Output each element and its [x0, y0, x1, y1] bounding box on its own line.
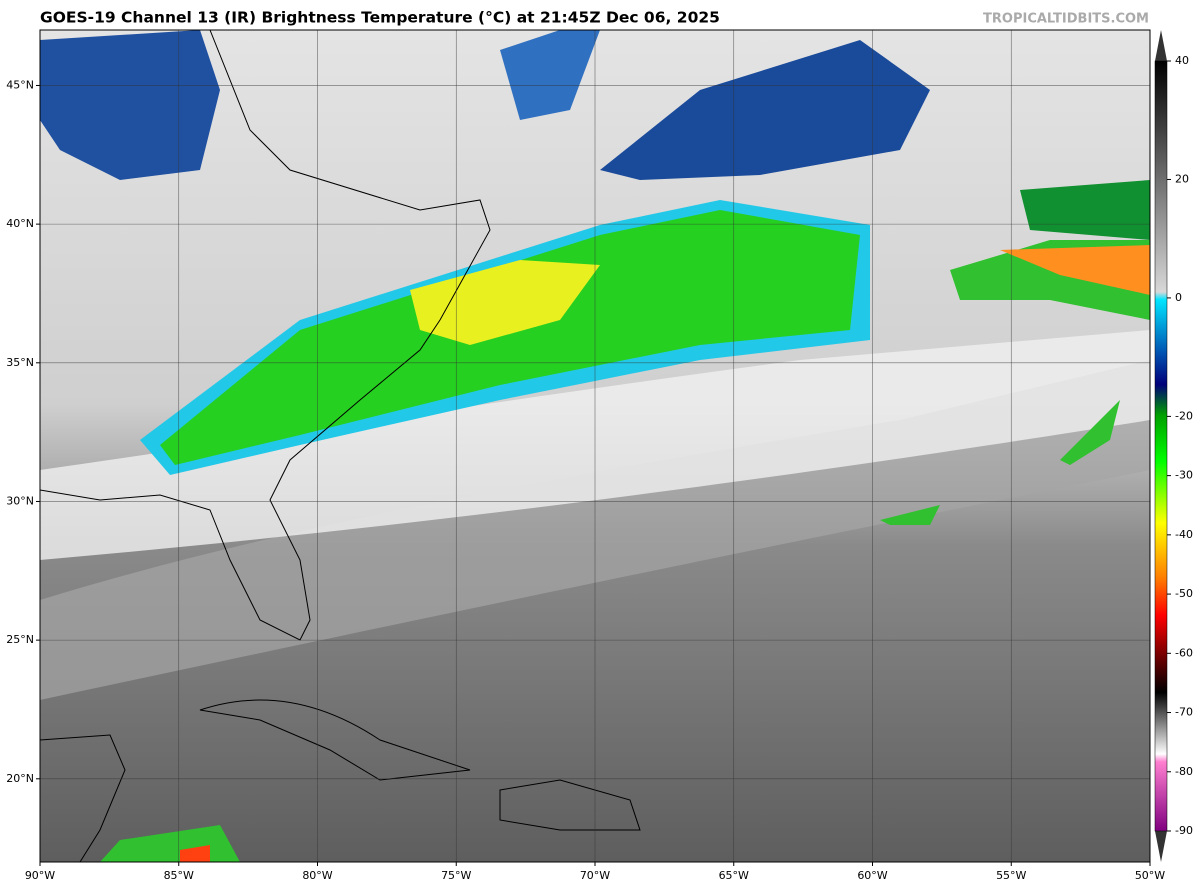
x-tick-label: 80°W [302, 869, 332, 882]
imagery [40, 30, 1150, 862]
colorbar-tick-label: -40 [1175, 528, 1193, 541]
y-tick-label: 25°N [6, 633, 34, 646]
y-tick-label: 40°N [6, 217, 34, 230]
colorbar-tick-label: 40 [1175, 54, 1189, 67]
colorbar-tick-label: -50 [1175, 587, 1193, 600]
watermark: TROPICALTIDBITS.COM [983, 12, 1149, 27]
colorbar-tick-label: -80 [1175, 765, 1193, 778]
y-tick-label: 20°N [6, 772, 34, 785]
title: GOES-19 Channel 13 (IR) Brightness Tempe… [40, 9, 720, 27]
colorbar-tick-label: -70 [1175, 706, 1193, 719]
colorbar-tick-label: -60 [1175, 646, 1193, 659]
x-tick-label: 50°W [1135, 869, 1165, 882]
y-tick-label: 30°N [6, 494, 34, 507]
colorbar-tick-label: -20 [1175, 409, 1193, 422]
x-tick-label: 85°W [164, 869, 194, 882]
x-tick-label: 90°W [25, 869, 55, 882]
x-tick-label: 65°W [719, 869, 749, 882]
x-tick-label: 70°W [580, 869, 610, 882]
y-tick-label: 35°N [6, 356, 34, 369]
x-tick-label: 75°W [441, 869, 471, 882]
colorbar [1154, 60, 1168, 832]
colorbar-tick-label: -30 [1175, 469, 1193, 482]
colorbar-tick-label: -90 [1175, 824, 1193, 837]
x-tick-label: 60°W [857, 869, 887, 882]
x-tick-label: 55°W [996, 869, 1026, 882]
colorbar-tick-label: 20 [1175, 172, 1189, 185]
colorbar-tick-label: 0 [1175, 291, 1182, 304]
y-tick-label: 45°N [6, 78, 34, 91]
